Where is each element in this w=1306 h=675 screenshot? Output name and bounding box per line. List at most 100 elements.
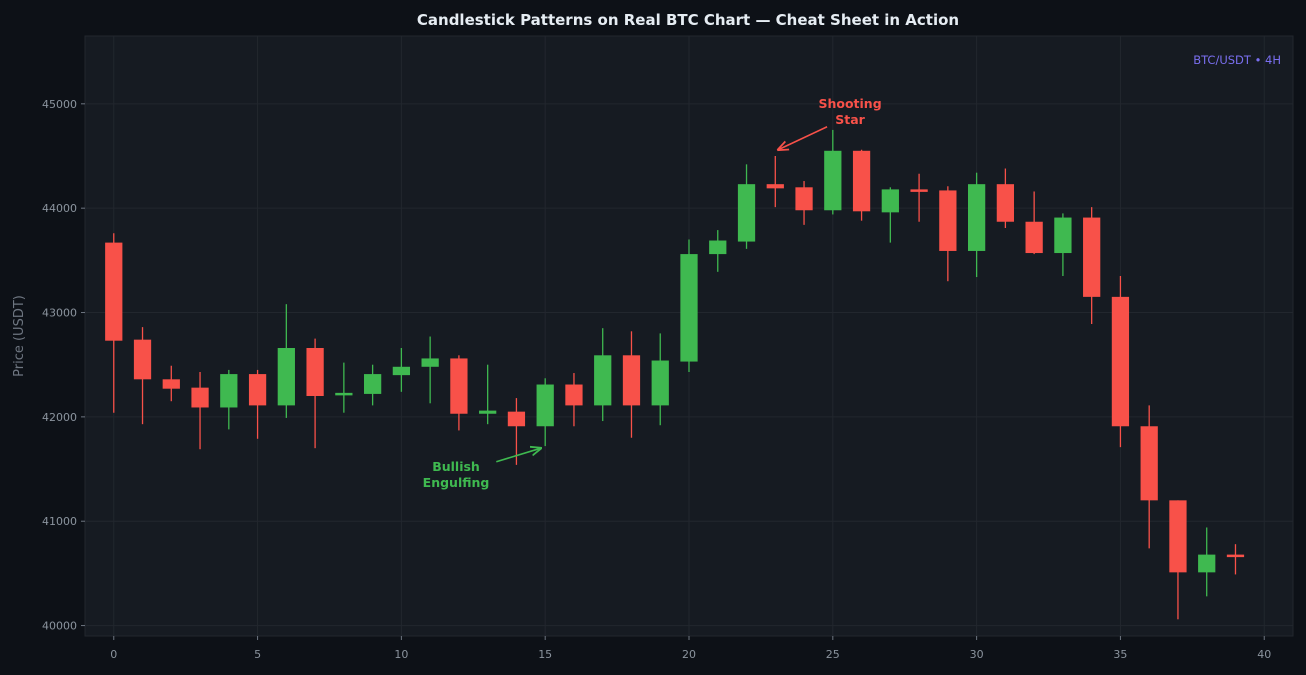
candle [1111, 276, 1130, 448]
candle [1083, 207, 1101, 324]
annotation-label: Shooting Star [818, 96, 881, 127]
candle-body [105, 242, 123, 341]
x-tick-label: 10 [394, 648, 408, 661]
candle-body [622, 355, 641, 406]
candle [421, 336, 439, 404]
candle-body [1226, 554, 1245, 558]
candle [191, 372, 209, 450]
candle [363, 364, 382, 406]
candle [450, 355, 468, 431]
x-tick-label: 35 [1113, 648, 1127, 661]
candle-body [967, 184, 986, 251]
candle-body [766, 184, 784, 189]
candle [277, 304, 295, 418]
candle [1226, 544, 1245, 575]
candle [967, 172, 986, 278]
candle-body [1140, 426, 1158, 501]
candle [824, 129, 842, 215]
candle [852, 149, 871, 221]
candle-body [248, 374, 267, 406]
candle [507, 398, 526, 465]
annotation-arrow [496, 448, 541, 463]
candle-body [277, 348, 295, 406]
candle [737, 164, 756, 249]
candle-body [479, 410, 497, 414]
y-axis-label: Price (USDT) [12, 295, 27, 377]
candle [220, 369, 238, 430]
candle [680, 239, 698, 372]
x-tick-label: 15 [538, 648, 552, 661]
candle-body [910, 189, 928, 192]
y-tick-label: 42000 [42, 411, 77, 424]
x-tick-label: 30 [970, 648, 984, 661]
candle [335, 362, 353, 413]
annotations: Bullish Engulfing Shooting Star [423, 96, 882, 490]
candle [795, 181, 813, 225]
candle [565, 373, 583, 427]
x-tick-label: 25 [826, 648, 840, 661]
candle [306, 338, 324, 449]
candle-body [392, 366, 411, 376]
candle-body [795, 187, 813, 211]
candle-body [852, 150, 871, 212]
symbol-badge: BTC/USDT • 4H [1193, 53, 1281, 67]
candle-body [1083, 217, 1101, 297]
y-tick-label: 41000 [42, 515, 77, 528]
candle [910, 173, 928, 222]
candle [709, 230, 727, 272]
candle-body [709, 240, 727, 255]
candle-body [651, 360, 669, 406]
candle-body [1169, 500, 1187, 573]
candle-body [680, 254, 698, 362]
candle [622, 331, 641, 438]
x-tick-label: 5 [254, 648, 261, 661]
chart-title: Candlestick Patterns on Real BTC Chart —… [417, 11, 959, 29]
candle [881, 187, 899, 243]
candle [392, 348, 411, 392]
x-tick-label: 40 [1257, 648, 1271, 661]
candle-body [1054, 217, 1072, 254]
candle-body [536, 384, 554, 427]
candle-body [421, 358, 439, 367]
candle-body [507, 411, 526, 427]
candle-body [939, 190, 957, 251]
candles [105, 129, 1245, 620]
candle-body [191, 387, 209, 408]
annotation-label: Bullish Engulfing [423, 459, 490, 490]
candle-body [565, 384, 583, 406]
x-tick-label: 0 [110, 648, 117, 661]
candle [1198, 527, 1216, 597]
candle-body [1111, 296, 1130, 427]
candle-body [162, 379, 180, 389]
candle [939, 186, 957, 282]
candle-body [1198, 554, 1216, 573]
candle [479, 364, 497, 425]
candle-body [1025, 221, 1043, 254]
y-tick-label: 40000 [42, 620, 77, 633]
candle-body [363, 374, 382, 394]
candle-body [824, 150, 842, 211]
candle-body [996, 184, 1015, 222]
candle [651, 333, 669, 426]
candle-body [450, 358, 468, 414]
candle [162, 365, 180, 402]
candle [248, 369, 267, 439]
axis-ticks: 40000 41000 42000 43000 44000 45000 0 5 10 15 20 25… [42, 98, 1271, 661]
candle-body [594, 355, 612, 406]
candle [1054, 213, 1072, 276]
y-tick-label: 44000 [42, 202, 77, 215]
y-tick-label: 43000 [42, 307, 77, 320]
candle [133, 327, 152, 425]
candle-body [306, 348, 324, 396]
candle-body [133, 339, 152, 380]
annotation-arrow [778, 126, 828, 150]
candle [1025, 191, 1043, 255]
candle [1169, 500, 1187, 620]
candle [996, 168, 1015, 228]
y-tick-label: 45000 [42, 98, 77, 111]
candle [1140, 405, 1158, 549]
candle-body [737, 184, 756, 242]
candle [594, 328, 612, 422]
